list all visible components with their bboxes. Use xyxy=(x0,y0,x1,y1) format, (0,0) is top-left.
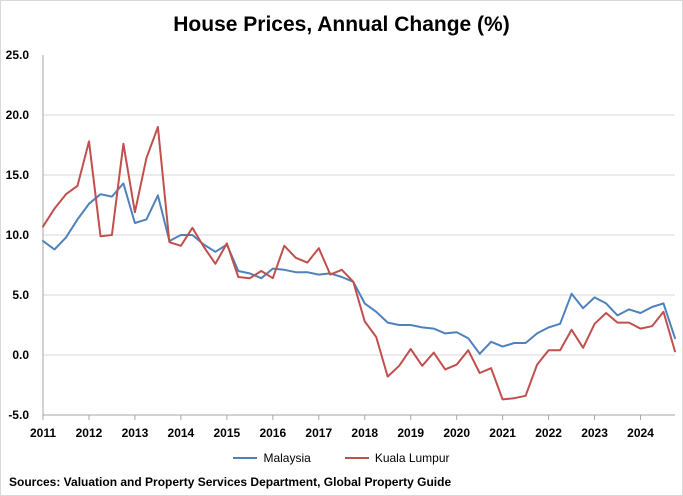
legend-swatch-malaysia xyxy=(233,457,258,459)
y-tick-label: 25.0 xyxy=(6,48,30,62)
x-tick-label: 2016 xyxy=(259,426,286,440)
legend: Malaysia Kuala Lumpur xyxy=(1,451,682,465)
y-tick-label: 20.0 xyxy=(6,108,30,122)
x-tick-label: 2015 xyxy=(214,426,241,440)
x-tick-label: 2024 xyxy=(627,426,654,440)
y-tick-label: 5.0 xyxy=(12,288,29,302)
x-tick-label: 2020 xyxy=(443,426,470,440)
axes xyxy=(42,55,675,420)
x-tick-label: 2021 xyxy=(489,426,516,440)
legend-swatch-kuala-lumpur xyxy=(344,457,369,459)
x-tick-label: 2011 xyxy=(30,426,56,440)
legend-item-kuala-lumpur: Kuala Lumpur xyxy=(344,451,450,465)
chart-title: House Prices, Annual Change (%) xyxy=(173,13,510,36)
series-lines xyxy=(42,126,676,401)
y-tick-label: 10.0 xyxy=(6,228,30,242)
y-tick-label: -5.0 xyxy=(8,408,29,422)
x-tick-label: 2022 xyxy=(535,426,562,440)
x-tick-label: 2019 xyxy=(397,426,424,440)
x-tick-label: 2023 xyxy=(581,426,608,440)
legend-label-kuala-lumpur: Kuala Lumpur xyxy=(374,451,450,465)
x-tick-label: 2013 xyxy=(122,426,149,440)
series-line-kuala-lumpur xyxy=(42,126,676,401)
gridlines xyxy=(43,114,675,416)
x-tick-label: 2018 xyxy=(351,426,378,440)
series-line-malaysia xyxy=(42,182,676,355)
legend-item-malaysia: Malaysia xyxy=(233,451,311,465)
legend-label-malaysia: Malaysia xyxy=(263,451,311,465)
y-tick-label: 15.0 xyxy=(6,168,30,182)
source-note: Sources: Valuation and Property Services… xyxy=(9,475,452,489)
x-tick-labels: 2011 2012 2013 2014 2015 2016 2017 2018 2019 2020… xyxy=(30,426,654,440)
x-tick-label: 2017 xyxy=(305,426,332,440)
x-tick-label: 2012 xyxy=(76,426,103,440)
x-tick-label: 2014 xyxy=(168,426,195,440)
y-tick-label: 0.0 xyxy=(12,348,29,362)
y-tick-labels: 25.0 20.0 15.0 10.0 5.0 0.0 -5.0 xyxy=(6,48,30,422)
